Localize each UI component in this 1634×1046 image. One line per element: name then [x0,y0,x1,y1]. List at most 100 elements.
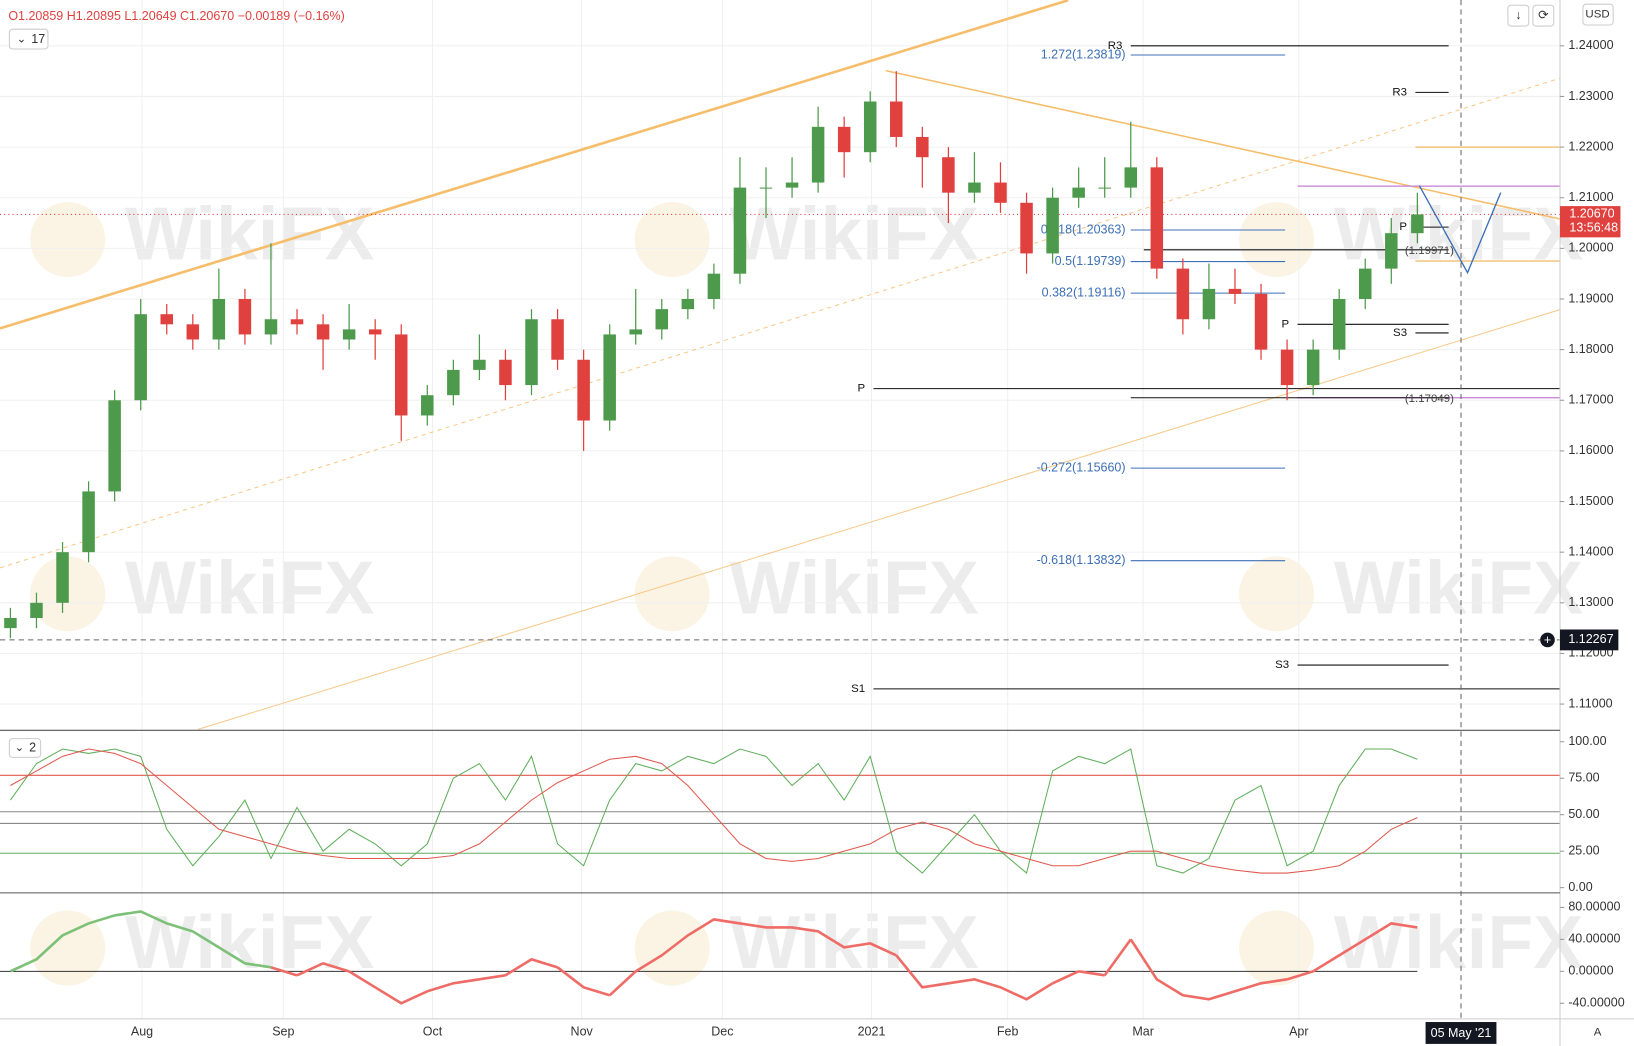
candle-body [603,334,616,421]
momentum-line [296,961,350,977]
watermark: WikiFX [729,191,978,275]
y-tick-label: 80.00000 [1568,900,1620,914]
x-tick-label: Nov [571,1025,594,1039]
candle-body [1046,197,1059,254]
momentum-line [1078,970,1105,977]
candle-body [1411,214,1424,234]
candle-body [551,319,564,360]
candle-body [342,329,356,340]
candle-body [785,182,799,188]
countdown: 13:56:48 [1569,220,1618,234]
price-pane: 1.272(1.23819) 0.618(1.20363) 0.5(1.19739)… [0,0,1561,730]
y-tick-label: 75.00 [1568,771,1599,785]
y-tick-label: 1.16000 [1568,443,1613,457]
momentum-line [1103,938,1132,977]
note-label: (1.17049) [1405,393,1454,405]
pivot-label: S3 [1275,659,1289,671]
candle-body [160,314,174,325]
y-tick-label: 0.00000 [1568,964,1613,978]
last-price-box [1560,206,1621,238]
candle-body [316,324,330,340]
candle-body [394,334,408,416]
y-tick-label: 50.00 [1568,807,1599,821]
candle-body [681,298,695,310]
watermark: WikiFX [729,900,978,984]
scale-mode[interactable]: A [1594,1026,1602,1038]
y-tick-label: 40.00000 [1568,932,1620,946]
momentum-line [556,966,611,997]
currency-label: USD [1585,9,1609,21]
candle-body [837,126,851,153]
candle-body [421,395,434,416]
y-tick-label: 1.17000 [1568,393,1613,407]
candle-body [707,273,721,299]
currency-button[interactable] [1582,3,1614,26]
watermark-logo [1239,556,1315,632]
watermark: WikiFX [125,900,374,984]
momentum-line [1286,922,1418,981]
y-tick-label: -40.00000 [1568,996,1624,1010]
osc-box[interactable] [8,738,42,758]
watermark: WikiFX [1334,900,1583,984]
candle-body [186,324,200,340]
candle-body [4,617,17,629]
oscillator-pane [0,748,1561,874]
watermark: WikiFX [125,191,374,275]
fib-label: 0.5(1.19739) [1055,254,1126,268]
x-tick-label: Sep [272,1025,294,1039]
crosshair-plus [1540,632,1555,648]
watermark-logo [1239,910,1315,986]
candle-body [212,298,226,340]
watermarks: WikiFX WikiFX WikiFX WikiFX WikiFX WikiFX Wiki… [30,191,1583,986]
momentum-line [895,954,1054,1001]
x-tick-label: Dec [711,1025,733,1039]
momentum-line [348,970,506,1005]
watermark-logo [30,910,106,986]
candle-body [890,101,903,137]
note-label: (1.19971) [1405,245,1454,257]
grid [0,0,1561,1019]
momentum-line [1129,938,1288,1001]
refresh-button[interactable] [1532,4,1555,27]
projection [1418,185,1502,275]
download-button[interactable] [1507,4,1530,27]
candle-body [1254,293,1268,350]
candle-body [238,298,252,335]
momentum-pane [0,910,1418,1005]
osc-label: 2 [29,740,36,754]
candle-body [1385,233,1398,269]
y-tick-label: 1.14000 [1568,544,1613,558]
candle-body [863,101,877,153]
watermark: WikiFX [125,546,374,630]
candle-body [916,136,929,158]
candle-body [811,126,825,183]
y-tick-label: 1.24000 [1568,38,1613,52]
x-tick-label: Oct [423,1025,443,1039]
y-tick-label: 1.11000 [1568,696,1612,710]
momentum-line [270,966,298,977]
toolbar: O1.20859 H1.20895 L1.20649 C1.20670 −0.0… [8,3,1614,1038]
watermark: WikiFX [1334,546,1583,630]
momentum-line [1052,970,1080,985]
candle-body [1072,187,1085,198]
interval-label: 17 [31,32,45,46]
x-tick-label: Feb [997,1025,1019,1039]
watermark: WikiFX [1334,191,1583,275]
candle-body [577,359,590,421]
momentum-line [9,910,272,973]
y-tick-label: 1.18000 [1568,342,1613,356]
crosshair-label: 1.12267 [1568,632,1613,646]
candle-body [30,602,43,618]
last-price-label: 1.20670 [1569,207,1614,221]
ohlc-header: O1.20859 H1.20895 L1.20649 C1.20670 −0.0… [8,9,344,23]
interval-box[interactable] [8,28,49,50]
pivot-label: S1 [851,683,865,695]
candle-body [733,187,747,274]
candle-body [655,309,669,330]
watermark-logo [30,202,106,278]
candle-body [968,182,981,193]
y-tick-label: 1.21000 [1568,190,1613,204]
candle-body [82,491,95,553]
